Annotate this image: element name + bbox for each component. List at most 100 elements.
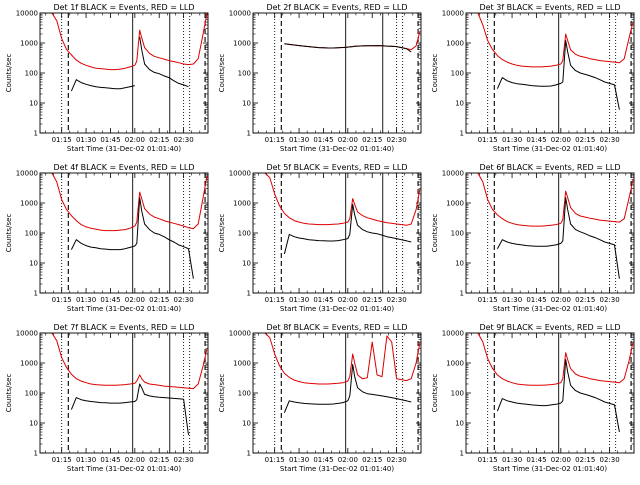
panel-title: Det 5f BLACK = Events, RED = LLD xyxy=(266,163,407,172)
x-tick-label: 01:15 xyxy=(52,456,72,464)
x-tick-label: 02:15 xyxy=(149,136,169,144)
plot-frame xyxy=(39,12,209,134)
y-tick-label: 1000 xyxy=(446,360,464,368)
y-tick-label: 10000 xyxy=(16,10,38,18)
y-tick-label: 1 xyxy=(460,130,464,138)
plot-frame xyxy=(252,12,422,134)
y-axis-label: Counts/sec xyxy=(5,214,13,253)
plot-frame xyxy=(252,332,422,454)
y-tick-label: 1000 xyxy=(233,40,251,48)
x-tick-label: 01:30 xyxy=(502,456,522,464)
y-tick-label: 10 xyxy=(455,100,464,108)
y-tick-label: 1000 xyxy=(20,360,38,368)
detector-panel-9: Det 9f BLACK = Events, RED = LLD Counts/s… xyxy=(431,323,635,473)
y-axis-label: Counts/sec xyxy=(431,374,439,413)
x-tick-label: 01:15 xyxy=(478,456,498,464)
panel-title: Det 3f BLACK = Events, RED = LLD xyxy=(479,3,620,12)
plot-frame xyxy=(39,332,209,454)
x-tick-label: 02:30 xyxy=(600,456,620,464)
y-tick-label: 1000 xyxy=(20,200,38,208)
x-tick-label: 01:30 xyxy=(76,136,96,144)
y-tick-label: 100 xyxy=(25,230,38,238)
plot-frame xyxy=(465,12,635,134)
x-axis-label: Start Time (31-Dec-02 01:01:40) xyxy=(280,305,394,313)
detector-panel-8: Det 8f BLACK = Events, RED = LLD Counts/s… xyxy=(218,323,422,473)
y-axis-label: Counts/sec xyxy=(431,214,439,253)
x-tick-label: 01:15 xyxy=(478,296,498,304)
y-tick-label: 100 xyxy=(238,390,251,398)
y-tick-label: 10 xyxy=(455,260,464,268)
plot-frame xyxy=(252,172,422,294)
x-tick-label: 01:45 xyxy=(526,136,546,144)
x-tick-label: 01:45 xyxy=(313,456,333,464)
x-tick-label: 02:00 xyxy=(125,136,145,144)
y-tick-label: 10000 xyxy=(442,330,464,338)
detector-panel-6: Det 6f BLACK = Events, RED = LLD Counts/s… xyxy=(431,163,635,313)
y-tick-label: 1000 xyxy=(20,40,38,48)
panel-title: Det 6f BLACK = Events, RED = LLD xyxy=(479,163,620,172)
x-tick-label: 01:45 xyxy=(100,136,120,144)
y-tick-label: 1 xyxy=(247,130,251,138)
x-tick-label: 02:30 xyxy=(387,296,407,304)
y-tick-label: 1 xyxy=(460,290,464,298)
plot-frame xyxy=(465,172,635,294)
y-tick-label: 100 xyxy=(238,230,251,238)
x-tick-label: 02:00 xyxy=(551,296,571,304)
x-axis-label: Start Time (31-Dec-02 01:01:40) xyxy=(280,145,394,153)
y-axis-label: Counts/sec xyxy=(5,374,13,413)
events-series-line xyxy=(70,36,189,92)
y-axis-label: Counts/sec xyxy=(431,54,439,93)
panel-title: Det 8f BLACK = Events, RED = LLD xyxy=(266,323,407,332)
y-tick-label: 10 xyxy=(242,100,251,108)
events-series-line xyxy=(284,43,412,53)
lld-series-line xyxy=(253,333,421,385)
detector-panel-3: Det 3f BLACK = Events, RED = LLD Counts/s… xyxy=(431,3,635,153)
x-tick-label: 01:30 xyxy=(76,456,96,464)
x-tick-label: 01:15 xyxy=(52,136,72,144)
y-tick-label: 1 xyxy=(460,450,464,458)
x-tick-label: 02:00 xyxy=(338,136,358,144)
x-tick-label: 02:15 xyxy=(362,136,382,144)
x-axis-label: Start Time (31-Dec-02 01:01:40) xyxy=(493,465,607,473)
x-tick-label: 02:15 xyxy=(575,456,595,464)
y-tick-label: 10000 xyxy=(229,10,251,18)
x-tick-label: 02:00 xyxy=(551,136,571,144)
lld-series-line xyxy=(253,173,421,226)
x-tick-label: 01:45 xyxy=(526,456,546,464)
detector-panel-1: Det 1f BLACK = Events, RED = LLD Counts/s… xyxy=(5,3,209,153)
y-tick-label: 1 xyxy=(247,290,251,298)
x-tick-label: 02:15 xyxy=(149,296,169,304)
x-tick-label: 02:15 xyxy=(362,456,382,464)
y-tick-label: 100 xyxy=(451,390,464,398)
x-tick-label: 01:30 xyxy=(76,296,96,304)
panel-title: Det 7f BLACK = Events, RED = LLD xyxy=(53,323,194,332)
x-tick-label: 02:00 xyxy=(125,296,145,304)
x-tick-label: 01:15 xyxy=(265,136,285,144)
x-tick-label: 02:30 xyxy=(387,456,407,464)
x-axis-label: Start Time (31-Dec-02 01:01:40) xyxy=(67,145,181,153)
events-series-line xyxy=(70,383,189,435)
x-tick-label: 01:45 xyxy=(313,136,333,144)
x-tick-label: 01:15 xyxy=(265,296,285,304)
x-tick-label: 01:30 xyxy=(289,136,309,144)
events-series-line xyxy=(496,197,620,279)
y-tick-label: 10000 xyxy=(16,330,38,338)
x-tick-label: 01:30 xyxy=(502,296,522,304)
y-tick-label: 10000 xyxy=(442,10,464,18)
y-tick-label: 10 xyxy=(29,100,38,108)
x-axis-label: Start Time (31-Dec-02 01:01:40) xyxy=(67,465,181,473)
panel-title: Det 2f BLACK = Events, RED = LLD xyxy=(266,3,407,12)
x-tick-label: 02:30 xyxy=(174,456,194,464)
y-axis-label: Counts/sec xyxy=(218,54,226,93)
y-tick-label: 1000 xyxy=(446,200,464,208)
x-tick-label: 01:15 xyxy=(52,296,72,304)
y-tick-label: 10000 xyxy=(229,330,251,338)
events-series-line xyxy=(283,203,412,255)
events-series-line xyxy=(70,197,194,279)
x-tick-label: 01:45 xyxy=(526,296,546,304)
detector-panel-7: Det 7f BLACK = Events, RED = LLD Counts/s… xyxy=(5,323,209,473)
y-tick-label: 100 xyxy=(451,230,464,238)
x-tick-label: 01:15 xyxy=(265,456,285,464)
y-tick-label: 10 xyxy=(29,260,38,268)
